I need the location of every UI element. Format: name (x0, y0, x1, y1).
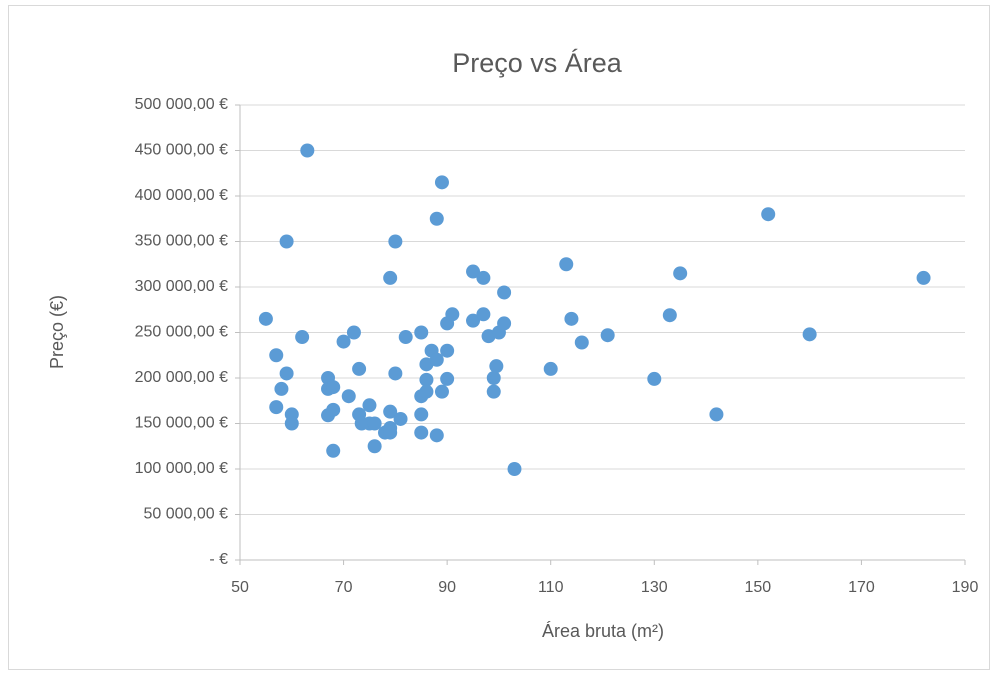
point (367, 439, 382, 454)
point (429, 352, 444, 367)
x-tick-label: 150 (745, 579, 772, 596)
point (414, 407, 429, 422)
y-tick-label: 150 000,00 € (135, 415, 229, 432)
point (486, 384, 501, 399)
point (279, 234, 294, 249)
point (486, 371, 501, 385)
y-tick-label: 250 000,00 € (135, 324, 229, 341)
x-tick-label: 130 (641, 579, 668, 596)
point (326, 402, 341, 417)
point (300, 143, 315, 158)
point (543, 361, 558, 376)
point (476, 270, 491, 285)
point (414, 425, 429, 440)
point (434, 175, 449, 190)
point (388, 234, 403, 249)
y-tick-label: 300 000,00 € (135, 278, 229, 295)
point (414, 325, 429, 340)
point (326, 443, 341, 458)
chart-title: Preço vs Área (452, 48, 623, 78)
point (279, 366, 294, 381)
y-tick-label: 400 000,00 € (135, 187, 229, 204)
point (398, 330, 413, 345)
point (393, 411, 408, 426)
y-tick-label: 50 000,00 € (143, 506, 228, 523)
point (709, 407, 724, 422)
x-tick-label: 110 (538, 579, 564, 596)
y-tick-label: - € (209, 551, 228, 568)
point (352, 361, 367, 376)
point (269, 400, 284, 415)
y-tick-label: 500 000,00 € (135, 96, 229, 113)
point (295, 330, 310, 345)
point (673, 266, 688, 281)
y-axis-label: Preço (€) (47, 295, 67, 369)
x-tick-label: 90 (438, 579, 456, 596)
point (341, 389, 356, 404)
y-tick-label: 200 000,00 € (135, 369, 229, 386)
point (761, 207, 776, 222)
point (574, 335, 589, 350)
point (419, 384, 434, 399)
x-tick-label: 170 (848, 579, 875, 596)
point (559, 257, 574, 272)
point (429, 211, 444, 226)
x-tick-label: 50 (231, 579, 249, 596)
point (336, 334, 351, 349)
point (362, 398, 377, 413)
point (326, 380, 341, 395)
y-tick-label: 100 000,00 € (135, 460, 229, 477)
point (383, 404, 398, 419)
point (497, 285, 512, 300)
point (440, 371, 455, 386)
point (284, 416, 299, 431)
x-tick-label: 70 (335, 579, 353, 596)
point (476, 307, 491, 322)
y-tick-label: 450 000,00 € (135, 142, 229, 159)
point (445, 307, 460, 322)
point (802, 327, 817, 342)
point (466, 264, 481, 279)
x-axis-label: Área bruta (m²) (542, 621, 664, 641)
point (489, 359, 504, 374)
point (440, 343, 455, 358)
point (274, 381, 289, 396)
y-tick-label: 350 000,00 € (135, 233, 229, 250)
point (916, 270, 931, 285)
x-tick-label: 190 (952, 579, 979, 596)
point (564, 311, 579, 326)
point (662, 308, 677, 323)
point (367, 416, 382, 431)
point (507, 462, 522, 476)
point (600, 328, 615, 343)
point (383, 270, 398, 285)
point (388, 366, 403, 381)
point (466, 313, 481, 328)
point (419, 372, 434, 387)
point (647, 371, 662, 386)
point (497, 316, 512, 331)
point (383, 425, 398, 440)
point (434, 384, 449, 399)
point (346, 325, 361, 340)
point (258, 311, 273, 326)
point (269, 348, 284, 363)
point (429, 428, 444, 443)
